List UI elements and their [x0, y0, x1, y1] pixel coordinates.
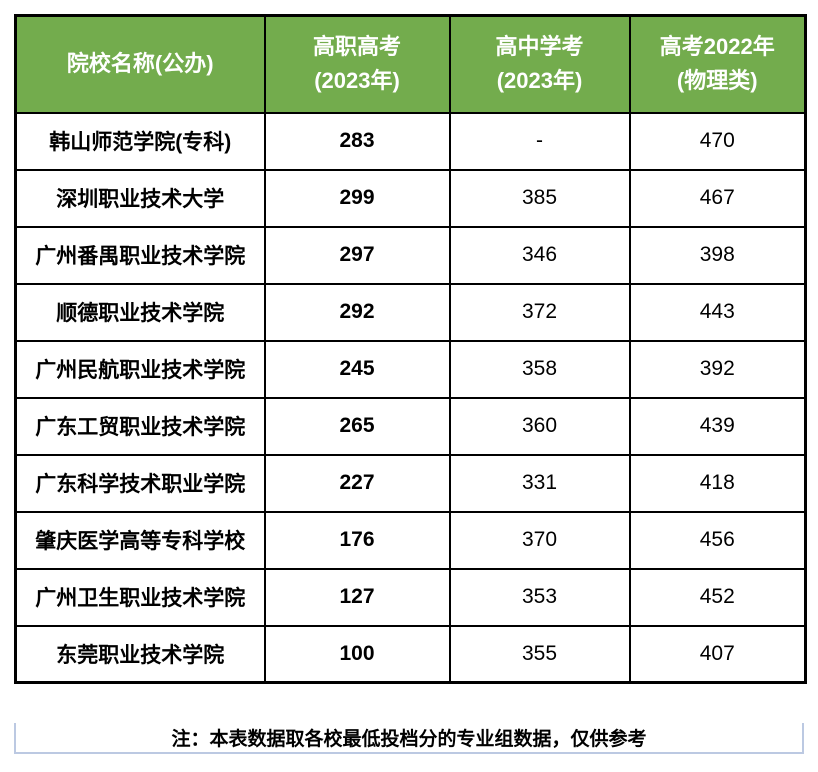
header-xuekao-line1: 高中学考	[495, 34, 584, 60]
school-name-cell: 韩山师范学院(专科)	[14, 111, 266, 171]
gaokao-score-cell: 392	[628, 339, 807, 399]
xuekao-score-cell: 355	[448, 624, 631, 684]
school-name-cell: 广东工贸职业技术学院	[14, 396, 266, 456]
table-row: 广东工贸职业技术学院 265 360 439	[14, 396, 807, 456]
header-cell-gaokao: 高考2022年 (物理类)	[628, 14, 807, 114]
table-row: 韩山师范学院(专科) 283 - 470	[14, 111, 807, 171]
gaozhi-score-cell: 127	[263, 567, 451, 627]
header-gaozhi-line2: (2023年)	[314, 68, 400, 94]
table-row: 广州卫生职业技术学院 127 353 452	[14, 567, 807, 627]
school-name-cell: 广州番禺职业技术学院	[14, 225, 266, 285]
gaokao-score-cell: 467	[628, 168, 807, 228]
gaokao-score-cell: 407	[628, 624, 807, 684]
admission-scores-table: 院校名称(公办) 高职高考 (2023年) 高中学考 (2023年) 高考202…	[14, 14, 807, 684]
xuekao-score-cell: 372	[448, 282, 631, 342]
xuekao-score-cell: 331	[448, 453, 631, 513]
gaozhi-score-cell: 292	[263, 282, 451, 342]
header-gaokao-line1: 高考2022年	[659, 34, 775, 60]
gaozhi-score-cell: 245	[263, 339, 451, 399]
xuekao-score-cell: -	[448, 111, 631, 171]
table-row: 顺德职业技术学院 292 372 443	[14, 282, 807, 342]
school-name-cell: 东莞职业技术学院	[14, 624, 266, 684]
gaozhi-score-cell: 299	[263, 168, 451, 228]
gaozhi-score-cell: 227	[263, 453, 451, 513]
gaokao-score-cell: 418	[628, 453, 807, 513]
gaozhi-score-cell: 297	[263, 225, 451, 285]
xuekao-score-cell: 358	[448, 339, 631, 399]
xuekao-score-cell: 360	[448, 396, 631, 456]
gaokao-score-cell: 452	[628, 567, 807, 627]
table-row: 广东科学技术职业学院 227 331 418	[14, 453, 807, 513]
table-row: 深圳职业技术大学 299 385 467	[14, 168, 807, 228]
xuekao-score-cell: 370	[448, 510, 631, 570]
gaokao-score-cell: 456	[628, 510, 807, 570]
school-name-cell: 深圳职业技术大学	[14, 168, 266, 228]
header-row: 院校名称(公办) 高职高考 (2023年) 高中学考 (2023年) 高考202…	[14, 14, 807, 114]
gaozhi-score-cell: 283	[263, 111, 451, 171]
xuekao-score-cell: 385	[448, 168, 631, 228]
gaokao-score-cell: 470	[628, 111, 807, 171]
school-name-cell: 肇庆医学高等专科学校	[14, 510, 266, 570]
header-cell-school: 院校名称(公办)	[14, 14, 266, 114]
header-cell-xuekao: 高中学考 (2023年)	[448, 14, 631, 114]
header-gaozhi-line1: 高职高考	[312, 34, 401, 60]
table-row: 肇庆医学高等专科学校 176 370 456	[14, 510, 807, 570]
gaokao-score-cell: 439	[628, 396, 807, 456]
table-row: 广州民航职业技术学院 245 358 392	[14, 339, 807, 399]
gaozhi-score-cell: 176	[263, 510, 451, 570]
gaokao-score-cell: 443	[628, 282, 807, 342]
school-name-cell: 广州民航职业技术学院	[14, 339, 266, 399]
table-row: 广州番禺职业技术学院 297 346 398	[14, 225, 807, 285]
header-xuekao-line2: (2023年)	[496, 68, 583, 94]
header-gaokao-line2: (物理类)	[676, 68, 758, 94]
header-cell-gaozhi: 高职高考 (2023年)	[263, 14, 451, 114]
table-body: 韩山师范学院(专科) 283 - 470 深圳职业技术大学 299 385 46…	[14, 111, 807, 684]
gaozhi-score-cell: 100	[263, 624, 451, 684]
school-name-cell: 广东科学技术职业学院	[14, 453, 266, 513]
header-school-label: 院校名称(公办)	[66, 51, 214, 77]
footer-note: 注：本表数据取各校最低投档分的专业组数据，仅供参考	[14, 723, 804, 754]
gaozhi-score-cell: 265	[263, 396, 451, 456]
table-row: 东莞职业技术学院 100 355 407	[14, 624, 807, 684]
xuekao-score-cell: 346	[448, 225, 631, 285]
school-name-cell: 顺德职业技术学院	[14, 282, 266, 342]
gaokao-score-cell: 398	[628, 225, 807, 285]
school-name-cell: 广州卫生职业技术学院	[14, 567, 266, 627]
xuekao-score-cell: 353	[448, 567, 631, 627]
table-header: 院校名称(公办) 高职高考 (2023年) 高中学考 (2023年) 高考202…	[14, 14, 807, 114]
